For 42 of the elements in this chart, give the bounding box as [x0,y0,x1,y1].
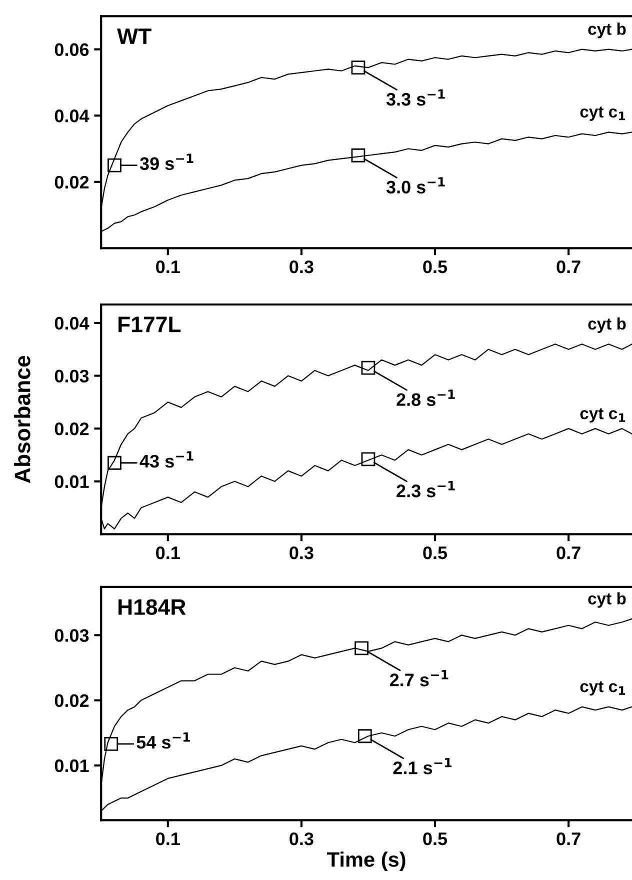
series-label: cyt b [588,592,626,608]
y-tick-label: 0.02 [54,694,89,708]
y-tick-label: 0.01 [54,475,89,488]
x-tick-label: 0.7 [556,260,580,274]
x-tick-label: 0.5 [423,832,448,846]
series-label: cyt c$_{1}$ [580,106,626,121]
y-tick-label: 0.02 [54,422,89,436]
series-label: cyt c$_{1}$ [580,408,626,423]
annotation: 54 s$^{−1}$ [136,732,190,749]
x-tick-label: 0.5 [423,260,448,274]
x-tick-label: 0.3 [290,260,314,274]
chart-title: H184R [118,599,186,615]
x-axis-title: Time (s) [327,852,406,871]
annotation: 3.3 s$^{−1}$ [386,89,445,106]
annotation: 3.0 s$^{−1}$ [386,177,445,194]
chart-title: F177L [118,316,181,332]
x-tick-label: 0.1 [156,832,180,846]
y-tick-label: 0.04 [54,316,90,330]
annotation: 2.1 s$^{−1}$ [393,758,452,774]
series-label: cyt c$_{1}$ [580,681,626,696]
x-tick-label: 0.1 [156,546,180,560]
x-tick-label: 0.3 [290,832,314,846]
x-tick-label: 0.5 [423,546,448,560]
y-axis-title: Absorbance [14,356,30,483]
y-tick-label: 0.03 [54,370,89,383]
y-tick-label: 0.06 [54,43,89,56]
y-tick-label: 0.04 [54,110,90,122]
y-tick-label: 0.02 [54,176,89,189]
annotation: 2.7 s$^{−1}$ [390,670,448,686]
y-tick-label: 0.03 [54,629,89,642]
series-label: cyt b [588,22,626,38]
y-tick-label: 0.01 [54,759,89,772]
x-tick-label: 0.7 [556,832,580,846]
chart-title: WT [117,28,152,44]
x-tick-label: 0.7 [556,546,580,560]
annotation: 43 s$^{−1}$ [140,451,194,468]
annotation: 39 s$^{−1}$ [140,154,194,170]
annotation: 2.3 s$^{−1}$ [396,481,455,498]
series-label: cyt b [588,317,626,333]
annotation: 2.8 s$^{−1}$ [396,390,455,406]
x-tick-label: 0.1 [156,260,180,274]
x-tick-label: 0.3 [290,546,314,560]
